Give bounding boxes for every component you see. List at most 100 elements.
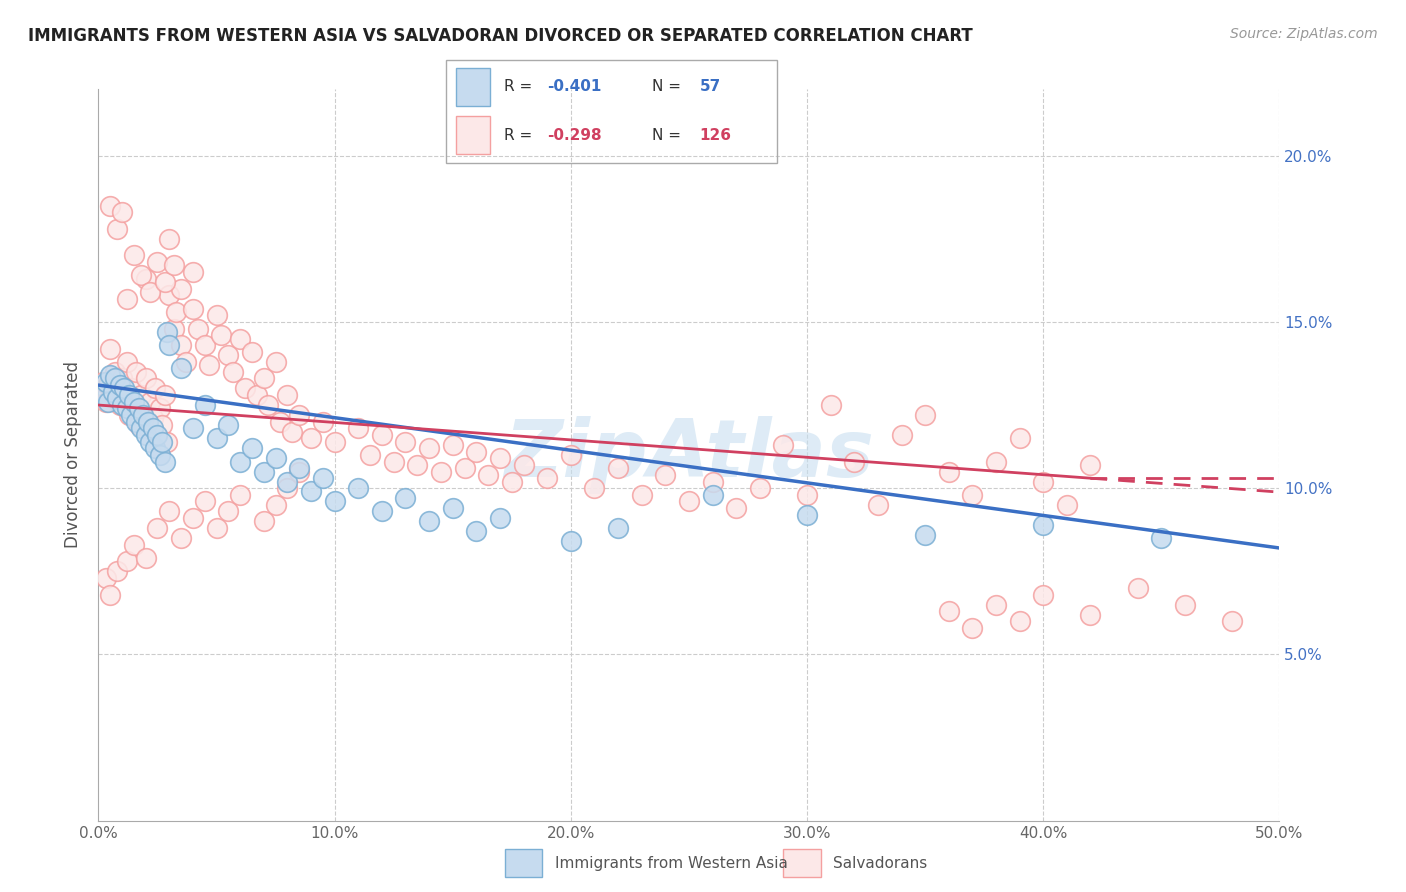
Point [129,268,152,283]
Point [465,524,488,539]
Point [394,434,416,449]
Point [170,282,193,296]
Point [94,375,117,389]
Point [276,481,298,495]
Point [170,531,193,545]
Point [418,515,440,529]
Point [111,398,134,412]
Point [984,454,1007,468]
Point [418,442,440,456]
Point [583,481,606,495]
Point [209,328,232,343]
Point [914,527,936,541]
Point [253,515,276,529]
Point [441,438,464,452]
Point [489,511,512,525]
Point [139,394,162,409]
Point [170,361,193,376]
Point [129,421,152,435]
Point [105,384,128,399]
Point [146,255,169,269]
Point [157,288,180,302]
Bar [505,849,543,877]
Point [149,401,172,416]
Bar [457,68,491,106]
Point [146,428,169,442]
Point [489,451,512,466]
Point [104,365,127,379]
Point [105,392,128,406]
Point [122,248,145,262]
Point [135,371,157,385]
Point [607,521,630,535]
Point [347,421,370,435]
Point [269,415,291,429]
Point [153,454,176,468]
Text: ZipAtlas: ZipAtlas [503,416,875,494]
Point [205,431,228,445]
Point [91,388,114,402]
Point [143,442,166,456]
Point [163,259,186,273]
Point [654,467,676,482]
Point [136,421,159,435]
Point [181,265,204,279]
Point [142,411,165,425]
Point [157,232,180,246]
Point [630,488,652,502]
Point [112,392,135,406]
Point [121,408,143,422]
Point [1008,614,1031,628]
Point [217,417,239,432]
Point [984,598,1007,612]
Point [229,454,252,468]
Text: R =: R = [503,79,537,95]
Point [453,461,475,475]
Text: N =: N = [652,128,686,143]
Point [181,511,204,525]
Point [125,415,148,429]
Point [288,408,311,422]
Point [217,348,239,362]
Point [112,381,135,395]
Point [194,398,217,412]
Point [108,398,131,412]
Point [135,271,157,285]
Point [181,301,204,316]
Point [217,504,239,518]
Point [1032,517,1054,532]
Point [890,428,912,442]
Point [181,421,204,435]
Point [205,521,228,535]
Point [98,198,121,212]
Point [163,321,186,335]
Point [111,371,134,385]
Point [288,461,311,475]
Point [430,465,453,479]
Point [136,415,159,429]
Point [1056,498,1078,512]
Text: R =: R = [503,128,537,143]
Point [240,344,263,359]
Point [174,355,197,369]
Point [962,488,984,502]
Point [257,398,280,412]
Point [94,571,117,585]
Point [276,388,298,402]
Point [323,494,346,508]
Point [115,355,138,369]
Point [253,371,276,385]
Point [914,408,936,422]
Point [441,501,464,516]
Point [149,448,172,462]
Text: 126: 126 [699,128,731,143]
Point [222,365,245,379]
Point [371,428,394,442]
Point [465,444,488,458]
Point [157,504,180,518]
Point [312,471,335,485]
Point [194,494,217,508]
Point [135,551,157,566]
Point [143,381,166,395]
Point [132,408,155,422]
